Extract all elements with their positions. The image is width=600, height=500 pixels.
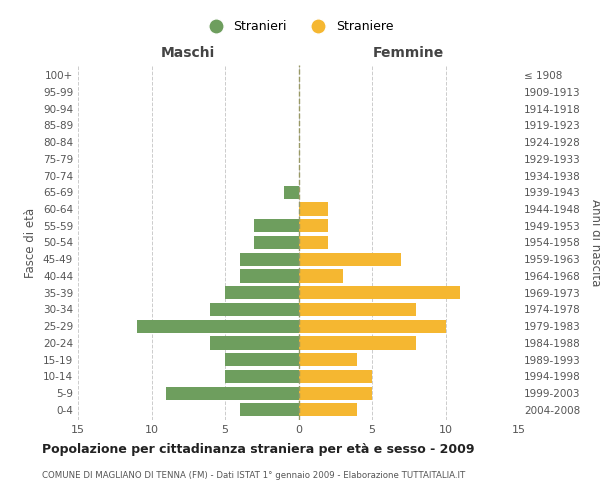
Bar [284, 186, 299, 199]
Text: COMUNE DI MAGLIANO DI TENNA (FM) - Dati ISTAT 1° gennaio 2009 - Elaborazione TUT: COMUNE DI MAGLIANO DI TENNA (FM) - Dati … [42, 471, 465, 480]
Y-axis label: Anni di nascita: Anni di nascita [589, 199, 600, 286]
Bar [299, 386, 372, 400]
Bar [254, 236, 299, 249]
Text: Femmine: Femmine [373, 46, 445, 60]
Bar [299, 236, 328, 249]
Bar [299, 336, 416, 349]
Bar [299, 320, 445, 333]
Bar [299, 404, 358, 416]
Text: Maschi: Maschi [161, 46, 215, 60]
Bar [240, 252, 299, 266]
Bar [299, 202, 328, 215]
Bar [299, 303, 416, 316]
Bar [299, 252, 401, 266]
Bar [299, 370, 372, 383]
Bar [225, 353, 299, 366]
Legend: Stranieri, Straniere: Stranieri, Straniere [199, 16, 398, 38]
Bar [211, 303, 299, 316]
Text: Popolazione per cittadinanza straniera per età e sesso - 2009: Popolazione per cittadinanza straniera p… [42, 442, 475, 456]
Bar [166, 386, 299, 400]
Bar [211, 336, 299, 349]
Bar [299, 219, 328, 232]
Bar [299, 286, 460, 300]
Y-axis label: Fasce di età: Fasce di età [25, 208, 37, 278]
Bar [240, 270, 299, 282]
Bar [225, 370, 299, 383]
Bar [225, 286, 299, 300]
Bar [299, 270, 343, 282]
Bar [254, 219, 299, 232]
Bar [299, 353, 358, 366]
Bar [137, 320, 299, 333]
Bar [240, 404, 299, 416]
